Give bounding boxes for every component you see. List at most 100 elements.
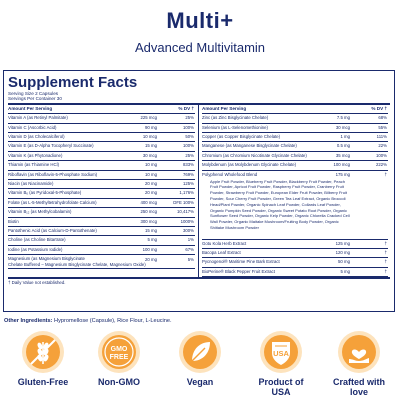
row-amount: 10 mg bbox=[145, 171, 157, 177]
row-amount: 15 mg bbox=[145, 143, 157, 149]
row-amount: 120 mg bbox=[335, 249, 350, 255]
row-amount: 1 mg bbox=[340, 133, 350, 139]
blend-amount: 175 mg bbox=[335, 171, 350, 177]
badge-label: Vegan bbox=[186, 377, 214, 387]
row-name: Choline (as Choline Bitartrate) bbox=[8, 237, 66, 243]
table-row: Folate (as L-5-Methyltetrahydrofolate Ca… bbox=[8, 199, 195, 209]
row-dv: † bbox=[384, 249, 387, 255]
table-row: Vitamin D (as Cholecalciferol) 10 mcg 50% bbox=[8, 133, 195, 143]
row-amount: 5 mg bbox=[340, 268, 350, 274]
table-row: Riboflavin (as Riboflavin-5-Phosphate So… bbox=[8, 171, 195, 180]
blend-ingredients: Apple Fruit Powder, Blueberry Fruit Powd… bbox=[202, 179, 388, 240]
row-amount: 15 mg bbox=[145, 227, 157, 233]
row-dv: 1000% bbox=[180, 218, 194, 224]
table-row: Selenium (as L-Selenomethionine) 30 mcg 55… bbox=[202, 124, 388, 133]
column-header: Amount Per Serving % DV † bbox=[202, 105, 388, 115]
svg-text:GMO: GMO bbox=[111, 346, 128, 353]
row-dv: 25% bbox=[185, 152, 194, 158]
row-name: Niacin (as Niacinamide) bbox=[8, 180, 54, 186]
supplement-facts-heading: Supplement Facts bbox=[8, 74, 138, 91]
badge-row: Gluten-Free GMO FREE Non-GMO Vegan USA P… bbox=[0, 330, 400, 400]
row-amount: 10 mg bbox=[145, 162, 157, 168]
badge-label: Gluten-Free bbox=[17, 377, 69, 387]
row-dv: 22% bbox=[378, 143, 387, 149]
table-row: Thiamin (as Thiamine HCl) 10 mg 833% bbox=[8, 161, 195, 171]
row-dv: DFE 100% bbox=[173, 199, 194, 205]
row-name: Zinc (as Zinc Bisglycinate Chelate) bbox=[202, 115, 269, 121]
row-amount: 5 mg bbox=[147, 237, 157, 243]
row-dv: 833% bbox=[183, 162, 194, 168]
column-header: Amount Per Serving % DV † bbox=[8, 105, 195, 115]
row-amount: 20 mg bbox=[145, 180, 157, 186]
table-row: Vitamin C (Ascorbic Acid) 90 mg 100% bbox=[8, 124, 195, 133]
row-name: Magnesium (as Magnesium Bisglycinate Chel… bbox=[8, 256, 146, 267]
left-rows: Vitamin A (as Retinyl Palmitate) 225 mcg 2… bbox=[8, 114, 195, 256]
gmo-free-icon: GMO FREE bbox=[98, 331, 140, 373]
row-amount: 125 mg bbox=[335, 240, 350, 246]
table-row: Vitamin E (as D-Alpha Tocopheryl Succina… bbox=[8, 142, 195, 152]
row-amount: 225 mcg bbox=[140, 115, 157, 121]
row-dv: † bbox=[384, 240, 387, 246]
table-row: Vitamin B₆ (as Pyridoxal-5-Phosphate) 20 … bbox=[8, 189, 195, 199]
row-name: Manganese (as Manganese Bisglycinate Che… bbox=[202, 143, 297, 149]
table-row: Iodine (as Potassium Iodide) 100 mg 67% bbox=[8, 246, 195, 256]
row-name: Riboflavin (as Riboflavin-5-Phosphate So… bbox=[8, 171, 98, 177]
row-amount: 300 mcg bbox=[140, 218, 157, 224]
row-amount: 400 mcg bbox=[140, 199, 157, 205]
row-name: Bacopa Leaf Extract bbox=[202, 249, 241, 255]
leaf-icon bbox=[179, 331, 221, 373]
badge-crafted-with-love: Crafted with love bbox=[326, 330, 392, 397]
other-ingredients-text: Hypromellose (Capsule), Rice Flour, L-Le… bbox=[54, 318, 172, 324]
row-amount: 0.5 mg bbox=[336, 143, 350, 149]
row-amount: 7.5 mg bbox=[336, 115, 350, 121]
amount-header: Amount Per Serving bbox=[8, 106, 53, 112]
row-name: Vitamin A (as Retinyl Palmitate) bbox=[8, 115, 68, 121]
supplement-facts-panel: Supplement Facts Serving Size 2 Capsules… bbox=[3, 70, 395, 312]
badge-vegan: Vegan bbox=[167, 330, 233, 387]
row-amount: 30 mcg bbox=[142, 152, 157, 158]
other-ingredients-label: Other Ingredients: bbox=[4, 318, 53, 324]
column-divider bbox=[198, 105, 199, 278]
row-name: Gotu Kola Herb Extract bbox=[202, 240, 247, 246]
product-subtitle: Advanced Multivitamin bbox=[134, 40, 266, 55]
wheat-icon bbox=[22, 331, 64, 373]
table-row: Zinc (as Zinc Bisglycinate Chelate) 7.5 m… bbox=[202, 114, 388, 124]
svg-text:FREE: FREE bbox=[110, 354, 129, 361]
row-name: Pycnogenol® Maritime Pine Bark Extract bbox=[202, 259, 280, 265]
row-name: Copper (as Copper Bisglycinate Chelate) bbox=[202, 133, 281, 139]
row-name: Chromium (as Chromium Nicotinate Glycina… bbox=[202, 152, 307, 158]
row-dv: 67% bbox=[185, 246, 194, 252]
footer-bar bbox=[8, 277, 390, 279]
badge-label: Product of USA bbox=[258, 377, 304, 397]
table-row: Copper (as Copper Bisglycinate Chelate) 1… bbox=[202, 133, 388, 143]
badge-label: Non-GMO bbox=[98, 377, 140, 387]
row-dv: 5% bbox=[187, 257, 194, 263]
table-row: Manganese (as Manganese Bisglycinate Che… bbox=[202, 142, 388, 152]
row-amount: 20 mg bbox=[145, 190, 157, 196]
facts-right-column: Amount Per Serving % DV † Zinc (as Zinc … bbox=[202, 105, 388, 278]
row-name: Thiamin (as Thiamine HCl) bbox=[8, 162, 60, 168]
blend-name: Polyphenol Wholefood Blend bbox=[202, 171, 258, 177]
facts-columns: Amount Per Serving % DV † Vitamin A (as … bbox=[8, 105, 390, 278]
badge-product-of-usa: USA Product of USA bbox=[248, 330, 314, 397]
divider-bar bbox=[8, 102, 390, 106]
usa-shield-icon: USA bbox=[260, 331, 302, 373]
row-name: Pantothenic Acid (as Calcium-D-Pantothen… bbox=[8, 227, 97, 233]
row-dv: 1% bbox=[187, 237, 194, 243]
table-row: Choline (as Choline Bitartrate) 5 mg 1% bbox=[8, 236, 195, 246]
servings-per-container: Servings Per Container 30 bbox=[8, 96, 62, 102]
table-row: Bacopa Leaf Extract 120 mg † bbox=[202, 249, 388, 259]
table-row: Niacin (as Niacinamide) 20 mg 125% bbox=[8, 180, 195, 190]
table-row: Biotin 300 mcg 1000% bbox=[8, 218, 195, 227]
product-title: Multi+ bbox=[166, 8, 234, 33]
dv-header: % DV † bbox=[371, 106, 387, 112]
table-row: Vitamin K (as Phytonadione) 30 mcg 25% bbox=[8, 152, 195, 162]
row-name: Vitamin B₆ (as Pyridoxal-5-Phosphate) bbox=[8, 190, 82, 196]
row-name: BioPerine® Black Pepper Fruit Extract bbox=[202, 268, 275, 274]
row-amount: 250 mcg bbox=[140, 209, 157, 215]
right-rows: Zinc (as Zinc Bisglycinate Chelate) 7.5 m… bbox=[202, 114, 388, 171]
table-row: Chromium (as Chromium Nicotinate Glycina… bbox=[202, 152, 388, 162]
row-dv: 25% bbox=[185, 115, 194, 121]
row-amount: 50 mg bbox=[338, 259, 350, 265]
blend-dv: † bbox=[384, 171, 387, 177]
